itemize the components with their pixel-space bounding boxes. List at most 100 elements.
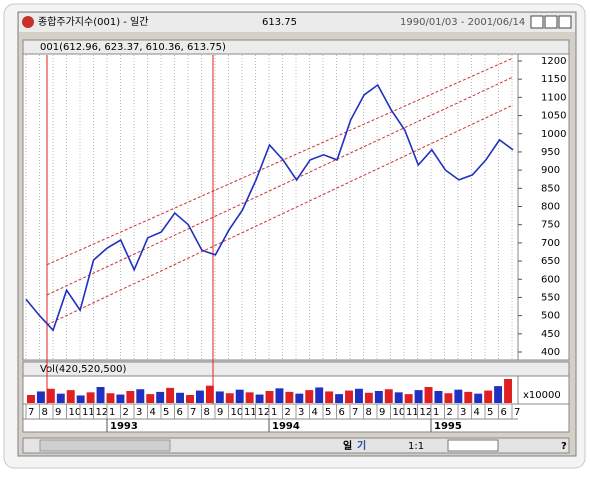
volume-bar	[444, 393, 453, 403]
window-price: 613.75	[262, 17, 297, 28]
month-label: 12	[96, 407, 109, 418]
volume-bar	[434, 391, 443, 403]
y-tick-label: 400	[541, 347, 560, 358]
volume-bar	[116, 394, 125, 403]
maximize[interactable]	[544, 15, 558, 29]
month-label: 4	[312, 407, 318, 418]
window-title: 종합주가지수(001) - 일간	[38, 16, 148, 28]
volume-bar	[315, 387, 324, 403]
y-tick-label: 1000	[541, 129, 566, 140]
y-tick-label: 900	[541, 165, 560, 176]
price-line	[25, 83, 514, 332]
month-label: 8	[42, 407, 48, 418]
month-label: 3	[136, 407, 142, 418]
volume-bar	[27, 395, 35, 403]
minimize[interactable]	[530, 15, 544, 29]
month-label: 11	[406, 407, 419, 418]
volume-bar	[354, 388, 363, 403]
month-label: 10	[231, 407, 244, 418]
y-tick-label: 500	[541, 311, 560, 322]
volume-bar	[474, 393, 483, 403]
volume-bar	[335, 394, 344, 403]
volume-bar	[295, 393, 304, 403]
volume-bar	[394, 392, 403, 403]
volume-bar	[76, 395, 85, 403]
volume-bar	[255, 394, 264, 403]
volume-bar	[146, 394, 155, 403]
volume-bar	[176, 392, 185, 403]
button[interactable]: ?	[561, 441, 567, 452]
y-tick-label: 600	[541, 274, 560, 285]
y-tick-label: 1050	[541, 111, 566, 122]
y-tick-label: 1150	[541, 74, 566, 85]
month-label: 2	[447, 407, 453, 418]
y-tick-label: 750	[541, 220, 560, 231]
month-label: 1	[271, 407, 277, 418]
title-bar	[19, 13, 575, 32]
y-tick-label: 950	[541, 147, 560, 158]
year-label: 1993	[110, 421, 138, 432]
month-label: 5	[325, 407, 331, 418]
y-tick-label: 450	[541, 329, 560, 340]
volume-bar	[156, 391, 165, 403]
button[interactable]: 일	[343, 439, 352, 452]
vol-unit: x10000	[523, 390, 561, 401]
scroll-thumb[interactable]	[39, 439, 171, 452]
price-header: 001(612.96, 623.37, 610.36, 613.75)	[40, 42, 226, 53]
volume-bar	[186, 395, 194, 403]
volume-bar	[325, 391, 334, 403]
month-label: 9	[55, 407, 61, 418]
year-label: 1994	[272, 421, 300, 432]
window-range: 1990/01/03 - 2001/06/14	[400, 17, 525, 28]
month-label: 11	[244, 407, 257, 418]
month-label: 11	[82, 407, 95, 418]
volume-bar	[66, 390, 75, 403]
button[interactable]: 기	[357, 439, 366, 452]
trend-line	[46, 76, 514, 296]
month-label: 7	[28, 407, 34, 418]
month-label: 7	[190, 407, 196, 418]
vol-header: Vol(420,520,500)	[40, 364, 126, 375]
month-label: 10	[393, 407, 406, 418]
volume-bar	[275, 388, 284, 403]
y-tick-label: 800	[541, 202, 560, 213]
y-tick-label: 550	[541, 292, 560, 303]
volume-bar	[464, 391, 473, 403]
month-label: 3	[460, 407, 466, 418]
month-label: 9	[217, 407, 223, 418]
app-icon	[22, 16, 34, 28]
month-label: 1	[433, 407, 439, 418]
y-tick-label: 850	[541, 183, 560, 194]
volume-bar	[195, 390, 204, 403]
year-label: 1995	[434, 421, 462, 432]
volume-bar	[414, 390, 423, 403]
month-label: 4	[474, 407, 480, 418]
month-label: 5	[163, 407, 169, 418]
month-label: 1	[109, 407, 115, 418]
month-label: 6	[339, 407, 345, 418]
y-tick-label: 650	[541, 256, 560, 267]
volume-bar	[364, 392, 373, 403]
month-label: 8	[366, 407, 372, 418]
volume-bar	[136, 389, 145, 403]
volume-bar	[225, 393, 234, 403]
volume-bar	[345, 390, 353, 403]
month-label: 12	[258, 407, 271, 418]
month-label: 4	[150, 407, 156, 418]
month-label: 10	[69, 407, 82, 418]
volume-bar	[106, 393, 115, 403]
month-label: 3	[298, 407, 304, 418]
volume-bar	[404, 394, 413, 403]
volume-bar	[46, 388, 55, 403]
month-label: 8	[204, 407, 210, 418]
button[interactable]: 1:1	[408, 441, 424, 452]
volume-bar	[235, 389, 244, 403]
volume-bar	[215, 391, 224, 403]
volume-bar	[86, 392, 95, 403]
month-label: 7	[352, 407, 358, 418]
volume-bar	[245, 392, 254, 403]
input[interactable]	[447, 439, 499, 452]
month-label: 2	[123, 407, 129, 418]
close[interactable]	[558, 15, 572, 29]
